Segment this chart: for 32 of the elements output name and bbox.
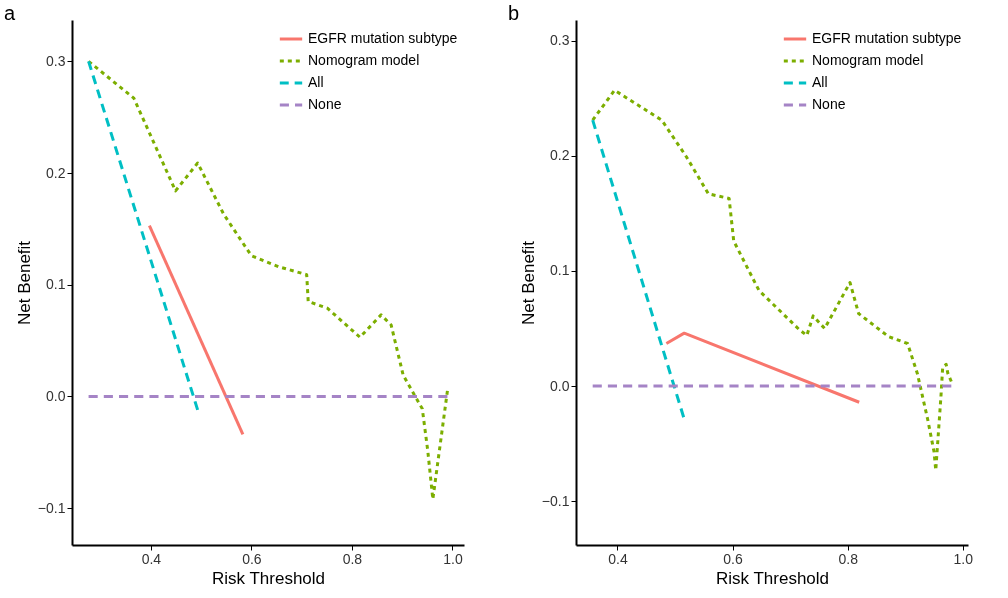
x-tick-label: 0.6: [242, 550, 262, 567]
x-tick-label: 0.4: [141, 550, 162, 567]
legend-label: All: [308, 74, 324, 90]
x-tick-label: 1.0: [953, 550, 974, 567]
x-tick-label: 0.8: [838, 550, 859, 567]
x-tick-label: 1.0: [443, 550, 463, 567]
y-tick-label: 0.3: [550, 32, 570, 49]
y-tick-label: 0.1: [46, 276, 66, 293]
y-tick-label: −0.1: [541, 492, 570, 509]
legend-label: EGFR mutation subtype: [308, 30, 458, 46]
chart-title: b: [508, 2, 520, 24]
chart-title: a: [4, 2, 16, 24]
y-tick-label: 0.2: [550, 147, 570, 164]
x-tick-label: 0.4: [608, 550, 628, 567]
y-axis-title: Net Benefit: [518, 240, 538, 326]
y-tick-label: 0.1: [550, 262, 570, 279]
y-tick-label: 0.0: [46, 387, 66, 404]
y-tick-label: −0.1: [37, 499, 66, 516]
x-axis-title: Risk Threshold: [715, 568, 830, 588]
legend-label: None: [812, 96, 846, 112]
x-axis-title: Risk Threshold: [211, 568, 326, 588]
y-tick-label: 0.0: [550, 377, 570, 394]
y-tick-label: 0.3: [46, 52, 66, 69]
legend-label: Nomogram model: [812, 52, 924, 68]
x-tick-label: 0.6: [723, 550, 744, 567]
legend-label: None: [308, 96, 342, 112]
y-tick-label: 0.2: [46, 164, 66, 181]
y-axis-title: Net Benefit: [14, 240, 34, 326]
legend-label: EGFR mutation subtype: [812, 30, 962, 46]
x-tick-label: 0.8: [342, 550, 363, 567]
legend-label: All: [812, 74, 828, 90]
legend-label: Nomogram model: [308, 52, 420, 68]
